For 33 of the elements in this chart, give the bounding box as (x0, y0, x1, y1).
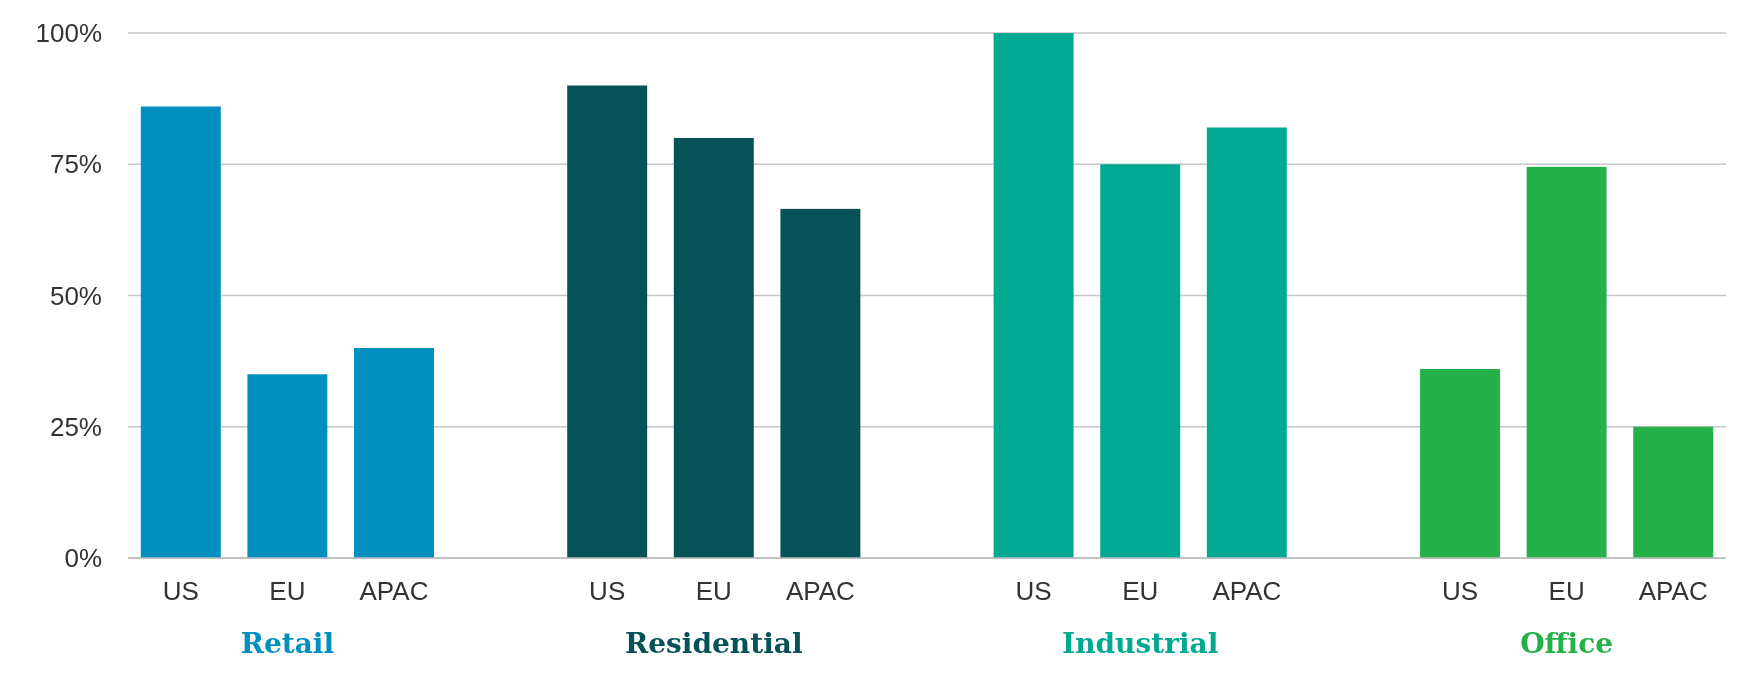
x-tick-label: US (1441, 576, 1479, 606)
x-tick-label: APAC (1638, 576, 1708, 606)
bar (993, 33, 1074, 558)
x-tick-label: EU (1548, 576, 1585, 606)
text: Residential (624, 627, 803, 660)
bar (567, 85, 648, 558)
text: Retail (240, 627, 335, 660)
x-tick-label: US (162, 576, 199, 606)
bar (354, 348, 434, 558)
x-tick-label: APAC (1212, 576, 1282, 606)
bar (1633, 426, 1714, 558)
text: Industrial (1062, 627, 1219, 660)
bar (1100, 164, 1181, 558)
x-tick-label: EU (695, 576, 732, 606)
bar (140, 106, 221, 558)
x-tick-label: EU (269, 576, 306, 606)
bar (780, 208, 861, 558)
x-tick-label: US (589, 576, 626, 606)
x-tick-label: APAC (785, 576, 855, 606)
bar (247, 374, 328, 558)
bar (1420, 369, 1500, 558)
bar (1206, 127, 1287, 558)
text: Office (1520, 627, 1614, 660)
y-tick-label: 100% (35, 18, 102, 49)
y-tick-label: 25% (49, 411, 102, 442)
y-tick-label: 50% (49, 280, 102, 311)
y-tick-label: 0% (64, 543, 102, 574)
bar (1526, 166, 1607, 558)
y-tick-label: 75% (49, 149, 102, 180)
x-tick-label: APAC (359, 576, 429, 606)
bar (673, 138, 754, 558)
x-tick-label: US (1015, 576, 1052, 606)
x-tick-label: EU (1122, 576, 1159, 606)
